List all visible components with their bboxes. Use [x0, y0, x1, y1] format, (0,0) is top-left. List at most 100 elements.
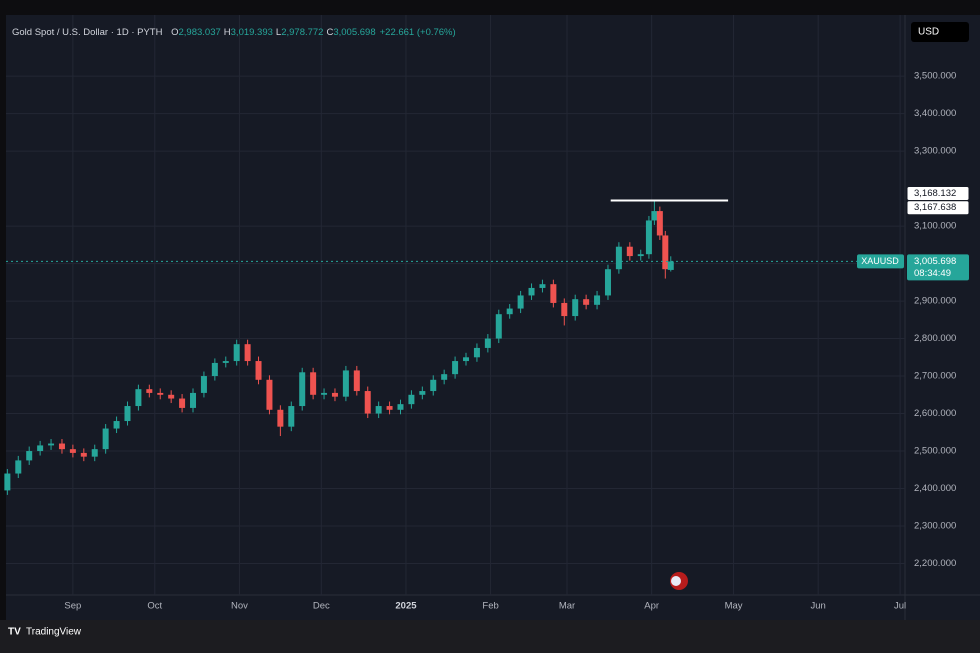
- candle-body: [484, 338, 491, 348]
- y-tick-label: 2,600.000: [914, 408, 956, 419]
- legend-value: 3,005.698: [333, 27, 375, 38]
- candle-body: [667, 261, 674, 270]
- candle-body: [102, 428, 109, 450]
- candle-body: [37, 445, 44, 452]
- candle-body: [331, 392, 338, 397]
- candle-body: [124, 406, 131, 422]
- price-label: 3,167.638: [914, 202, 956, 213]
- candle-body: [626, 246, 633, 257]
- x-tick-label: Apr: [644, 601, 659, 612]
- title-text: Gold Spot / U.S. Dollar · 1D · PYTH: [12, 27, 163, 38]
- footer: [0, 620, 980, 653]
- candle-body: [651, 211, 658, 221]
- event-icon: [671, 576, 681, 586]
- x-tick-label: 2025: [395, 601, 417, 612]
- candle-body: [48, 443, 55, 446]
- candle-body: [517, 295, 524, 309]
- candle-body: [645, 220, 652, 255]
- y-tick-label: 2,200.000: [914, 558, 956, 569]
- chart-title: Gold Spot / U.S. Dollar · 1D · PYTH O2,9…: [12, 27, 456, 38]
- symbol-label: XAUUSD: [861, 256, 899, 266]
- brand-logo: TV: [8, 627, 21, 638]
- currency-box[interactable]: [911, 22, 969, 42]
- legend-key: H: [224, 27, 231, 38]
- candle-body: [364, 391, 371, 414]
- x-tick-label: Sep: [64, 601, 81, 612]
- candle-body: [353, 370, 360, 392]
- candle-body: [397, 404, 404, 410]
- last-price-box: [907, 254, 969, 281]
- candle-body: [113, 421, 120, 429]
- currency: USD: [918, 27, 939, 38]
- y-tick-label: 2,900.000: [914, 296, 956, 307]
- candle-body: [441, 374, 448, 380]
- candle-body: [572, 299, 579, 317]
- candle-body: [386, 406, 393, 410]
- y-tick-label: 3,300.000: [914, 146, 956, 157]
- candle-body: [321, 392, 328, 395]
- candle-body: [452, 361, 459, 375]
- candle-body: [179, 398, 186, 408]
- event-flag[interactable]: [670, 572, 688, 590]
- legend-value: 3,019.393: [231, 27, 273, 38]
- candle-body: [299, 372, 306, 407]
- legend-change: +22.661 (+0.76%): [380, 27, 456, 38]
- countdown: 08:34:49: [914, 268, 951, 279]
- candle-body: [506, 308, 513, 315]
- candle-body: [637, 254, 644, 257]
- candle-body: [26, 451, 33, 461]
- legend-value: 2,983.037: [179, 27, 221, 38]
- candle-body: [495, 314, 502, 339]
- candle-body: [266, 379, 273, 410]
- legend-key: L: [276, 27, 281, 38]
- legend-key: C: [326, 27, 333, 38]
- y-tick-label: 2,500.000: [914, 446, 956, 457]
- x-tick-label: Nov: [231, 601, 248, 612]
- plot-area: [6, 15, 905, 595]
- candle-body: [168, 394, 175, 399]
- y-tick-label: 3,400.000: [914, 108, 956, 119]
- candle-body: [255, 361, 262, 380]
- candle-body: [604, 269, 611, 296]
- candle-body: [583, 299, 590, 305]
- candle-body: [244, 344, 251, 362]
- candle-body: [662, 235, 669, 270]
- candle-body: [200, 376, 207, 393]
- candle-body: [430, 379, 437, 392]
- candles: [4, 200, 674, 495]
- x-tick-label: Dec: [313, 601, 330, 612]
- candle-body: [561, 302, 568, 317]
- price-label-box: [906, 200, 970, 216]
- candle-body: [58, 443, 65, 450]
- candle-body: [211, 362, 218, 377]
- legend-key: O: [171, 27, 178, 38]
- candle-body: [91, 449, 98, 457]
- candle-body: [80, 452, 87, 457]
- y-tick-label: 2,700.000: [914, 371, 956, 382]
- x-tick-label: Feb: [482, 601, 498, 612]
- price-axis: [905, 15, 980, 620]
- grid: 2,200.000 2,300.000 2,400.000 2,500.000 2,60…: [6, 15, 956, 612]
- x-tick-label: May: [725, 601, 743, 612]
- candle-body: [222, 361, 229, 363]
- price-label: 3,168.132: [914, 188, 956, 199]
- candle-body: [233, 344, 240, 362]
- y-tick-label: 2,800.000: [914, 333, 956, 344]
- candle-body: [157, 392, 164, 395]
- candle-body: [69, 449, 76, 453]
- candle-body: [15, 460, 22, 474]
- candle-body: [550, 284, 557, 303]
- time-axis: [6, 595, 905, 620]
- candle-body: [419, 391, 426, 395]
- x-tick-label: Jun: [811, 601, 826, 612]
- candle-body: [615, 246, 622, 270]
- candle-body: [4, 473, 11, 491]
- candle-body: [135, 389, 142, 407]
- candle-body: [473, 347, 480, 358]
- candle-body: [277, 409, 284, 427]
- symbol-box: [857, 254, 904, 269]
- x-tick-label: Oct: [147, 601, 162, 612]
